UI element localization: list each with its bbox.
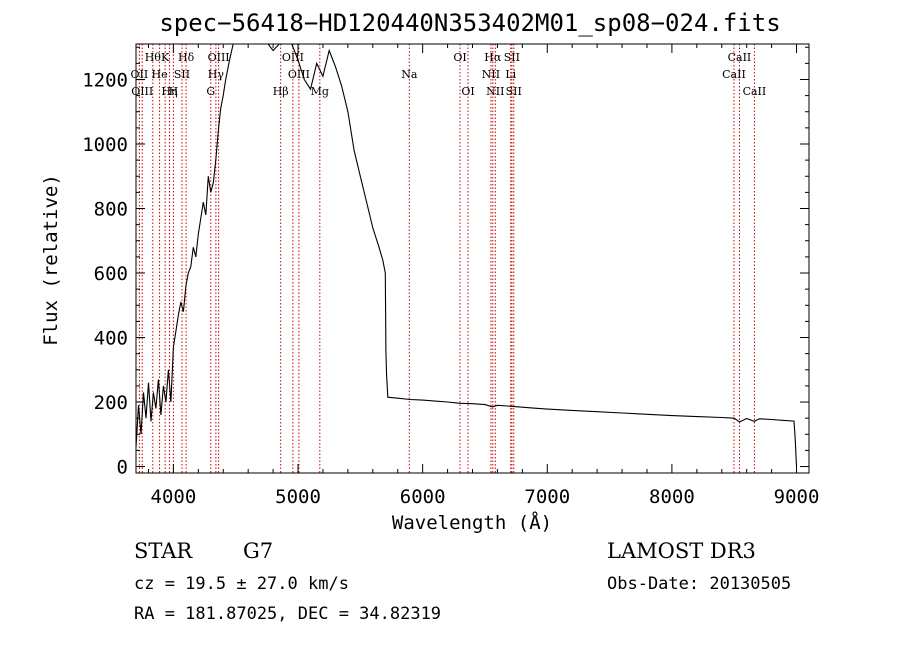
spectral-line-label: Mg xyxy=(311,85,329,98)
spectral-line-label: Hγ xyxy=(208,68,225,81)
coordinates-label: RA = 181.87025, DEC = 34.82319 xyxy=(134,604,441,624)
spectral-line-label: He xyxy=(152,68,168,81)
obs-date-label: Obs-Date: 20130505 xyxy=(607,574,791,594)
spectral-line-label: Hθ xyxy=(145,51,162,64)
x-tick-label: 6000 xyxy=(400,486,446,508)
spectral-line-label: Hδ xyxy=(178,51,195,64)
spectral-line-label: Na xyxy=(401,68,418,81)
spectral-line-label: OIII xyxy=(208,51,230,64)
spectral-line-label: OI xyxy=(453,51,466,64)
x-tick-label: 4000 xyxy=(151,486,197,508)
spectral-line-label: G xyxy=(206,85,215,98)
spectral-line-label: H xyxy=(169,85,179,98)
y-axis-label: Flux (relative) xyxy=(40,174,62,346)
chart-title: spec−56418−HD120440N353402M01_sp08−024.f… xyxy=(159,9,780,37)
series-layer xyxy=(136,44,798,467)
y-tick-label: 200 xyxy=(94,392,128,414)
spectrum-series-line xyxy=(136,44,798,467)
spectral-line-label: NII xyxy=(486,85,504,98)
spectral-line-label: CaII xyxy=(722,68,746,81)
spectral-line-label: SII xyxy=(174,68,190,81)
x-tick-label: 5000 xyxy=(275,486,321,508)
spectral-line-label: Hη xyxy=(161,85,177,98)
object-subclass: G7 xyxy=(243,539,273,563)
x-tick-label: 7000 xyxy=(524,486,570,508)
line-labels: OIIOIIIHθHeKHηHSIIHδGHγOIIIHβOIIIOIIIMgN… xyxy=(131,51,767,98)
spectral-line-label: CaII xyxy=(728,51,752,64)
spectral-line-label: OIII xyxy=(282,51,304,64)
x-axis-label: Wavelength (Å) xyxy=(392,511,552,534)
spectral-line-label: NII xyxy=(482,68,500,81)
spectral-line-label: CaII xyxy=(743,85,767,98)
redshift-label: cz = 19.5 ± 27.0 km/s xyxy=(134,574,349,594)
spectral-line-label: SII xyxy=(506,85,522,98)
spectral-line-label: OIII xyxy=(131,85,153,98)
y-tick-label: 0 xyxy=(117,457,128,479)
spectral-line-label: Hβ xyxy=(273,85,289,98)
y-tick-label: 600 xyxy=(94,263,128,285)
y-axis: 0 200 400 600 800 1000 1200 xyxy=(82,46,809,479)
object-class: STAR xyxy=(134,539,193,563)
x-axis: 4000 5000 6000 7000 8000 9000 xyxy=(147,44,820,508)
spectral-line-label: K xyxy=(161,51,170,64)
spectral-line-label: OI xyxy=(461,85,474,98)
x-tick-label: 9000 xyxy=(774,486,820,508)
survey-label: LAMOST DR3 xyxy=(607,539,756,563)
y-tick-label: 1000 xyxy=(82,134,128,156)
emission-lines xyxy=(138,44,755,473)
x-tick-label: 8000 xyxy=(649,486,695,508)
y-tick-label: 1200 xyxy=(82,69,128,91)
y-tick-label: 400 xyxy=(94,328,128,350)
spectral-line-label: Hα xyxy=(484,51,502,64)
y-tick-label: 800 xyxy=(94,199,128,221)
spectral-line-label: OIII xyxy=(288,68,310,81)
plot-frame xyxy=(135,43,810,474)
spectral-line-label: SII xyxy=(504,51,520,64)
spectral-line-label: Li xyxy=(505,68,516,81)
spectral-line-label: OII xyxy=(131,68,149,81)
